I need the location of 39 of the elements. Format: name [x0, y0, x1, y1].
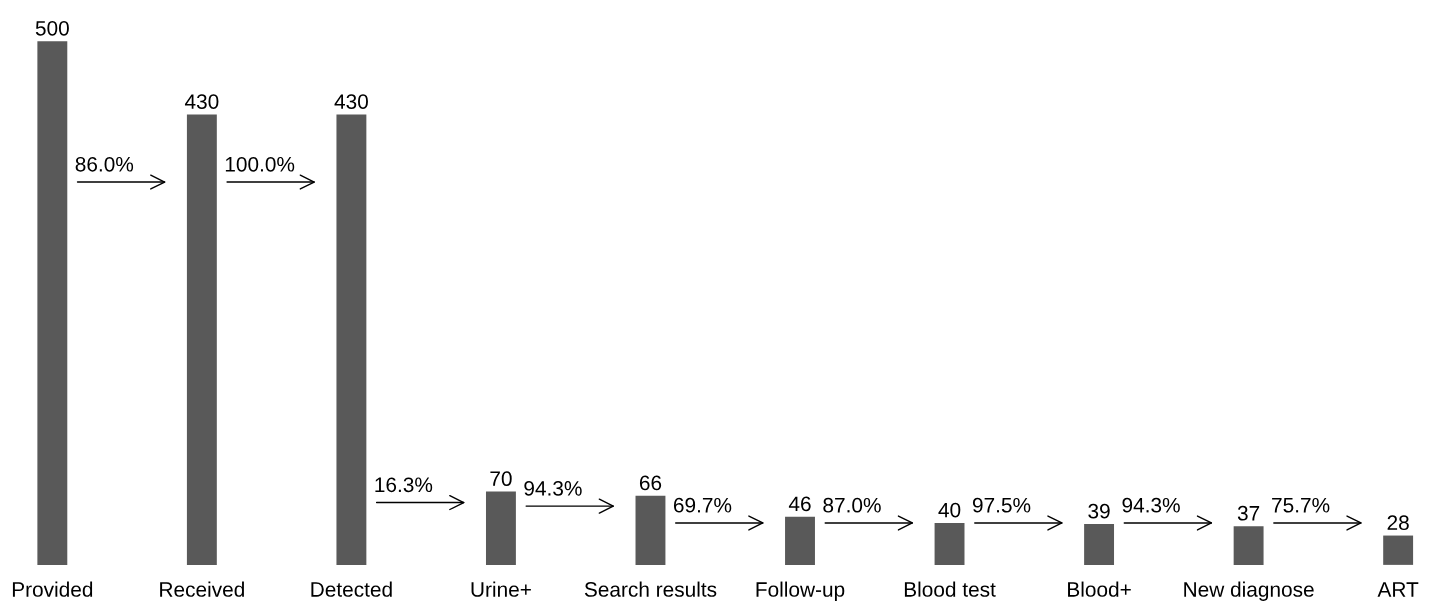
bar — [934, 522, 965, 565]
x-tick-label: ART — [1377, 582, 1419, 597]
bar — [1233, 526, 1264, 565]
x-tick-label: Provided — [12, 581, 93, 597]
data-label: 39 — [1088, 503, 1110, 519]
bar — [485, 491, 516, 565]
x-tick-label: Search results — [584, 581, 717, 597]
annotation: 16.3% — [375, 477, 433, 493]
annotation: 87.0% — [823, 497, 881, 513]
bar — [37, 41, 68, 565]
x-tick-label: Blood+ — [1068, 581, 1131, 597]
annotation: 94.3% — [524, 480, 582, 496]
bar — [1084, 524, 1115, 565]
x-tick-label: Detected — [311, 581, 392, 597]
bar — [336, 114, 367, 565]
data-label: 46 — [788, 496, 811, 512]
x-tick-label: Urine+ — [471, 581, 531, 597]
data-label: 66 — [639, 475, 662, 491]
x-tick-label: Blood test — [904, 581, 996, 597]
data-label: 70 — [490, 471, 512, 487]
x-tick-label: New diagnose — [1184, 581, 1314, 601]
x-tick-label: Received — [160, 581, 244, 597]
data-label: 500 — [35, 20, 69, 36]
bar — [1383, 535, 1414, 565]
data-label: 40 — [938, 502, 961, 518]
data-label: 28 — [1387, 515, 1409, 531]
annotation: 94.3% — [1122, 497, 1180, 513]
annotation: 97.5% — [972, 497, 1031, 513]
x-tick-label: Follow-up — [756, 581, 845, 601]
bar — [186, 114, 217, 565]
bar — [785, 516, 815, 565]
bar — [635, 495, 666, 565]
data-label: 430 — [184, 94, 219, 109]
annotation: 100.0% — [225, 156, 295, 172]
annotation: 69.7% — [673, 497, 732, 513]
annotation: 86.0% — [75, 156, 134, 172]
data-label: 430 — [334, 94, 368, 109]
data-label: 37 — [1237, 505, 1260, 521]
annotation: 75.7% — [1272, 497, 1330, 513]
